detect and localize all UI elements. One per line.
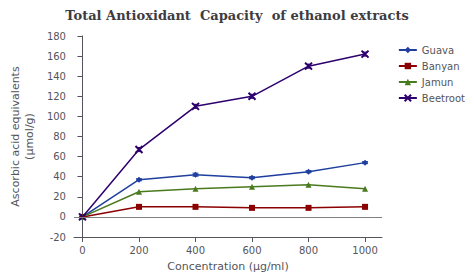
svg-text:Jamun: Jamun (421, 77, 454, 88)
svg-text:80: 80 (53, 131, 66, 142)
svg-text:180: 180 (47, 31, 66, 42)
svg-text:800: 800 (299, 245, 318, 256)
svg-text:120: 120 (47, 91, 66, 102)
svg-text:160: 160 (47, 51, 66, 62)
svg-text:Concentration (μg/ml): Concentration (μg/ml) (167, 260, 288, 273)
svg-text:Banyan: Banyan (422, 61, 460, 72)
svg-text:20: 20 (53, 191, 66, 202)
svg-text:0: 0 (79, 245, 85, 256)
svg-text:Ascorbic acid equivalents: Ascorbic acid equivalents (9, 66, 22, 207)
svg-text:40: 40 (53, 171, 66, 182)
svg-text:1000: 1000 (352, 245, 377, 256)
svg-text:-20: -20 (50, 232, 66, 243)
svg-text:Beetroot: Beetroot (422, 93, 465, 104)
svg-text:600: 600 (242, 245, 261, 256)
svg-text:0: 0 (60, 211, 66, 222)
svg-text:400: 400 (186, 245, 205, 256)
svg-text:Total Antioxidant Capacity o: Total Antioxidant Capacity of ethanol ex… (65, 8, 408, 23)
svg-text:200: 200 (129, 245, 148, 256)
svg-text:60: 60 (53, 151, 66, 162)
svg-text:100: 100 (47, 111, 66, 122)
svg-text:140: 140 (47, 71, 66, 82)
svg-text:(μmol/g): (μmol/g) (23, 113, 36, 160)
svg-text:Guava: Guava (422, 45, 454, 56)
